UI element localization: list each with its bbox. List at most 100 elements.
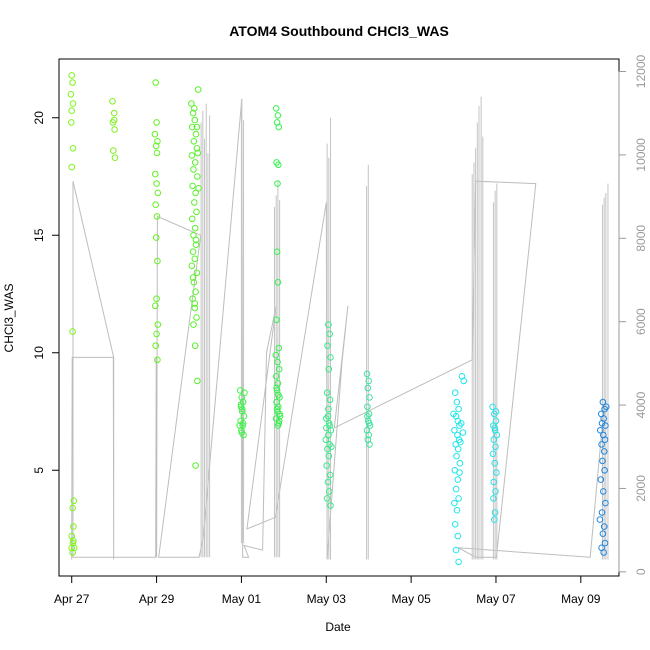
data-point — [239, 420, 247, 427]
data-point — [190, 321, 197, 328]
y-axis-right: 0 2000 4000 6000 8000 10000 12000 — [618, 55, 648, 575]
data-point — [451, 389, 459, 397]
data-point — [274, 358, 281, 366]
data-point — [192, 462, 199, 469]
data-point — [365, 420, 373, 427]
data-point — [69, 504, 76, 512]
altitude-path — [71, 98, 605, 560]
data-point — [188, 100, 195, 107]
data-point — [451, 521, 459, 528]
data-point — [325, 365, 333, 373]
data-point — [192, 189, 199, 197]
data-point — [600, 549, 608, 556]
x-tick-label: May 05 — [391, 592, 431, 606]
data-point — [189, 274, 197, 281]
y2-tick-label: 8000 — [634, 225, 648, 252]
data-point — [274, 380, 282, 387]
data-point — [275, 161, 282, 169]
data-point — [188, 123, 196, 131]
chart-title: ATOM4 Southbound CHCl3_WAS — [229, 23, 449, 39]
data-point — [454, 445, 462, 453]
data-point — [366, 394, 373, 401]
data-point — [453, 398, 461, 406]
data-point — [492, 443, 499, 451]
data-point — [109, 98, 116, 105]
data-point — [599, 457, 606, 465]
data-point — [154, 356, 161, 364]
data-point — [457, 438, 464, 446]
data-point — [194, 149, 201, 157]
data-point — [191, 255, 199, 263]
data-point — [275, 344, 283, 352]
x-tick-label: May 07 — [476, 592, 516, 606]
data-point — [328, 443, 335, 451]
data-point — [193, 208, 200, 216]
data-point — [68, 544, 75, 552]
data-point — [68, 107, 75, 114]
data-point — [326, 330, 334, 338]
data-point — [188, 152, 196, 159]
data-point — [601, 539, 609, 547]
data-point — [192, 288, 199, 296]
data-point — [70, 523, 77, 530]
data-point — [489, 403, 496, 411]
data-point — [325, 452, 333, 460]
x-tick-label: Apr 29 — [139, 592, 175, 606]
data-point — [365, 431, 373, 439]
data-point — [190, 138, 198, 145]
x-axis: Apr 27 Apr 29 May 01 May 03 May 05 May 07 May … — [54, 575, 601, 606]
data-point — [154, 138, 161, 145]
data-point — [455, 405, 462, 413]
data-point — [598, 509, 606, 516]
data-point — [69, 100, 77, 107]
altitude-trace — [71, 96, 609, 560]
data-point — [192, 241, 200, 248]
data-point — [69, 79, 76, 86]
data-point — [275, 391, 282, 399]
data-point — [189, 248, 197, 255]
data-point — [194, 173, 201, 180]
data-point — [489, 450, 497, 458]
data-point — [193, 269, 201, 277]
data-point — [190, 166, 197, 173]
data-point — [188, 262, 196, 270]
data-point — [456, 469, 463, 476]
data-point — [325, 405, 332, 413]
data-point — [154, 257, 161, 265]
data-point — [153, 295, 160, 303]
data-point — [273, 387, 281, 394]
y2-tick-label: 4000 — [634, 391, 648, 418]
x-tick-label: May 03 — [307, 592, 347, 606]
data-point — [152, 79, 159, 86]
data-point — [110, 116, 118, 124]
data-point — [191, 342, 199, 350]
data-point — [491, 424, 499, 432]
data-point — [154, 321, 162, 328]
data-point — [454, 476, 462, 483]
data-point — [322, 436, 330, 444]
data-point — [366, 441, 373, 448]
data-point — [189, 109, 197, 117]
data-point — [490, 495, 497, 502]
x-tick-label: May 01 — [222, 592, 262, 606]
data-point — [325, 488, 333, 495]
data-point — [274, 180, 281, 187]
data-point — [190, 279, 198, 286]
data-point — [111, 154, 119, 161]
data-point — [599, 530, 607, 538]
data-point — [152, 201, 159, 208]
data-point — [601, 467, 608, 474]
data-point — [193, 314, 200, 321]
data-point — [68, 163, 75, 171]
data-point — [603, 403, 610, 411]
data-points — [67, 72, 610, 566]
data-point — [276, 410, 283, 418]
data-point — [153, 149, 161, 157]
data-point — [151, 130, 159, 138]
data-point — [597, 476, 605, 483]
data-point — [274, 422, 282, 429]
data-point — [69, 145, 77, 152]
data-point — [193, 123, 201, 131]
data-point — [455, 558, 462, 566]
